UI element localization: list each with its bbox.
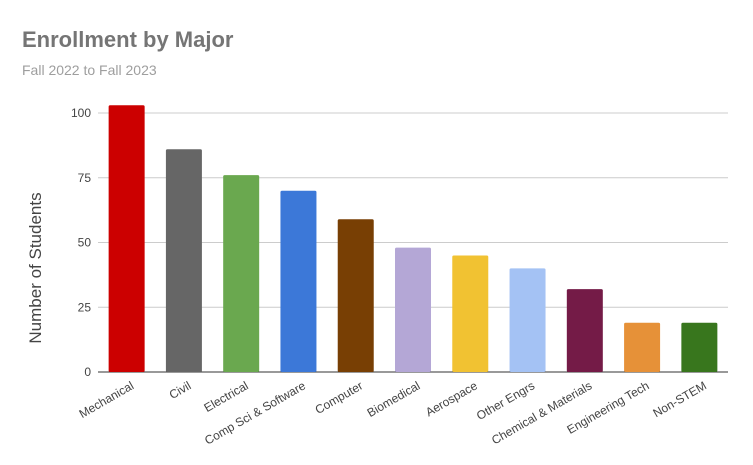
bar-mechanical — [108, 105, 145, 372]
y-tick-label: 100 — [71, 106, 91, 120]
x-tick-label: Electrical — [202, 378, 251, 414]
x-tick-label: Aerospace — [423, 378, 480, 419]
y-tick-label: 75 — [78, 171, 92, 185]
y-tick-label: 25 — [78, 300, 92, 314]
x-tick-label: Comp Sci & Software — [202, 378, 308, 447]
x-tick-label: Civil — [167, 378, 194, 401]
bar-comp-sci-software — [280, 190, 317, 372]
bar-chemical-materials — [566, 289, 603, 372]
y-tick-label: 0 — [84, 365, 91, 379]
bar-other-engrs — [509, 268, 546, 372]
bar-civil — [165, 149, 202, 372]
bar-engineering-tech — [624, 322, 661, 372]
bar-biomedical — [395, 247, 431, 372]
y-axis-label: Number of Students — [26, 192, 45, 343]
x-tick-label: Computer — [313, 378, 366, 416]
chart-title: Enrollment by Major — [22, 27, 234, 52]
x-tick-label: Mechanical — [77, 378, 137, 420]
bar-electrical — [223, 175, 260, 372]
x-tick-label: Non-STEM — [650, 378, 708, 420]
bar-aerospace — [452, 255, 489, 372]
x-tick-label: Chemical & Materials — [489, 378, 594, 447]
x-tick-label: Biomedical — [365, 378, 423, 419]
bar-non-stem — [681, 322, 718, 372]
bar-computer — [337, 219, 374, 372]
y-tick-label: 50 — [78, 236, 92, 250]
chart-subtitle: Fall 2022 to Fall 2023 — [22, 62, 157, 78]
